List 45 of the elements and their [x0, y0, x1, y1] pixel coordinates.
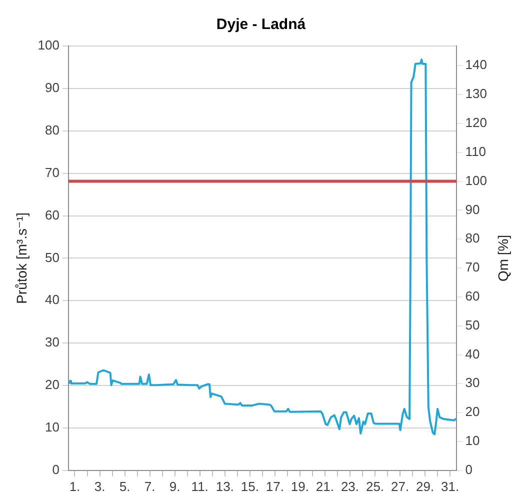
x-tick-label: 19. — [290, 478, 309, 494]
x-tick-label: 31. — [441, 478, 460, 494]
x-tick-label: 15. — [240, 478, 259, 494]
y2-tick-label: 10 — [465, 433, 480, 448]
y2-tick-label: 140 — [465, 57, 488, 72]
x-tick-label: 11. — [191, 478, 208, 494]
y2-tick-label: 70 — [465, 260, 480, 275]
x-tick-label: 5. — [119, 478, 130, 494]
x-tick-label: 29. — [416, 478, 434, 494]
x-tick-label: 3. — [94, 478, 106, 494]
y2-tick-label: 120 — [465, 115, 488, 130]
y-tick-label: 50 — [45, 250, 60, 265]
x-tick-label: 25. — [366, 478, 384, 494]
x-tick-label: 23. — [340, 478, 360, 494]
y2-tick-label: 40 — [465, 346, 480, 362]
y2-tick-label: 60 — [465, 288, 480, 304]
y2-tick-label: 80 — [465, 230, 480, 246]
y2-tick-label: 30 — [465, 375, 480, 390]
x-tick-label: 1. — [69, 478, 80, 494]
chart-title: Dyje - Ladná — [216, 16, 306, 34]
y2-tick-label: 130 — [465, 86, 488, 102]
y-tick-label: 20 — [45, 377, 60, 392]
x-tick-label: 9. — [169, 478, 180, 494]
y-tick-label: 80 — [45, 122, 60, 138]
y2-axis-title: Qm [%] — [494, 234, 511, 282]
y2-tick-label: 110 — [465, 144, 486, 159]
y2-tick-label: 100 — [465, 172, 488, 188]
y-tick-label: 30 — [45, 334, 60, 350]
x-tick-label: 27. — [390, 478, 410, 494]
x-tick-label: 21. — [316, 478, 334, 494]
x-tick-label: 17. — [266, 478, 284, 494]
y2-tick-label: 50 — [465, 317, 480, 332]
y-axis-title: Průtok [m³.s⁻¹] — [13, 212, 30, 304]
y-tick-label: 100 — [38, 38, 60, 53]
x-tick-label: 13. — [216, 478, 234, 494]
y-tick-label: 90 — [45, 80, 60, 96]
y-tick-label: 10 — [45, 420, 60, 435]
y-tick-label: 0 — [52, 462, 60, 477]
y2-tick-label: 20 — [465, 404, 480, 420]
y-tick-label: 40 — [45, 292, 60, 308]
y-tick-label: 60 — [45, 207, 60, 222]
y2-tick-label: 0 — [465, 462, 473, 477]
x-tick-label: 7. — [144, 478, 156, 494]
y2-tick-label: 90 — [465, 202, 480, 217]
y-tick-label: 70 — [45, 164, 60, 180]
